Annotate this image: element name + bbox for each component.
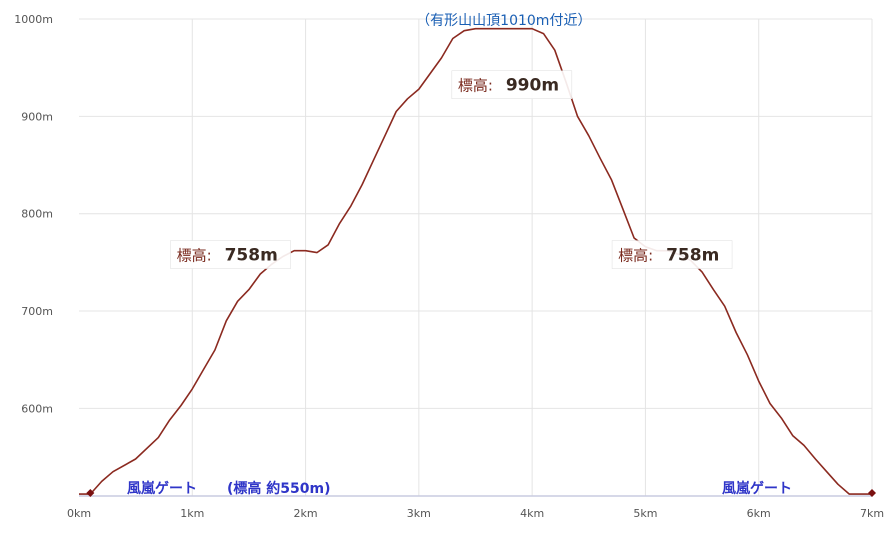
x-tick-label: 4km (520, 507, 544, 520)
elevation-tag-box (451, 70, 573, 99)
x-tick-label: 1km (180, 507, 204, 520)
elevation-tag-box (170, 240, 291, 269)
annotations-layer: 標高: 758m 標高: 990m 標高: 758m （有形山山頂1010m付近） 風嵐ゲート… (127, 13, 792, 497)
elevation-tag: 標高: 758m (170, 240, 291, 269)
peak-note: （有形山山頂1010m付近） (416, 13, 591, 29)
y-tick-label: 900m (21, 110, 53, 123)
x-tick-label: 3km (407, 507, 431, 520)
gate-elevation-note: (標高 約550m) (227, 480, 330, 497)
elevation-line (79, 27, 872, 495)
elevation-tag-value: 990m (506, 76, 559, 96)
elevation-tag-box (611, 240, 733, 269)
x-tick-label: 6km (747, 507, 771, 520)
elevation-tag: 標高: 758m (611, 240, 733, 269)
elevation-tag-label: 標高: (177, 247, 212, 265)
elevation-tag-value: 758m (666, 246, 719, 266)
end-marker (868, 489, 876, 497)
elevation-tag-label: 標高: (458, 77, 493, 95)
series-layer (79, 27, 876, 497)
gate-label: 風嵐ゲート (127, 480, 197, 497)
elevation-tag-label: 標高: (618, 247, 653, 265)
x-tick-label: 2km (294, 507, 318, 520)
x-tick-label: 7km (860, 507, 884, 520)
y-tick-label: 700m (21, 305, 53, 318)
x-tick-label: 5km (633, 507, 657, 520)
gate-label: 風嵐ゲート (722, 480, 792, 497)
y-tick-label: 800m (21, 208, 53, 221)
y-tick-label: 1000m (14, 13, 53, 26)
elevation-tag-value: 758m (225, 246, 278, 266)
y-tick-label: 600m (21, 402, 53, 415)
start-marker (86, 489, 95, 497)
x-tick-label: 0km (67, 507, 91, 520)
axes: 0km 1km 2km 3km 4km 5km 6km 7km 600m 700m 800m 900m… (14, 13, 884, 520)
elevation-tag: 標高: 990m (451, 70, 573, 99)
